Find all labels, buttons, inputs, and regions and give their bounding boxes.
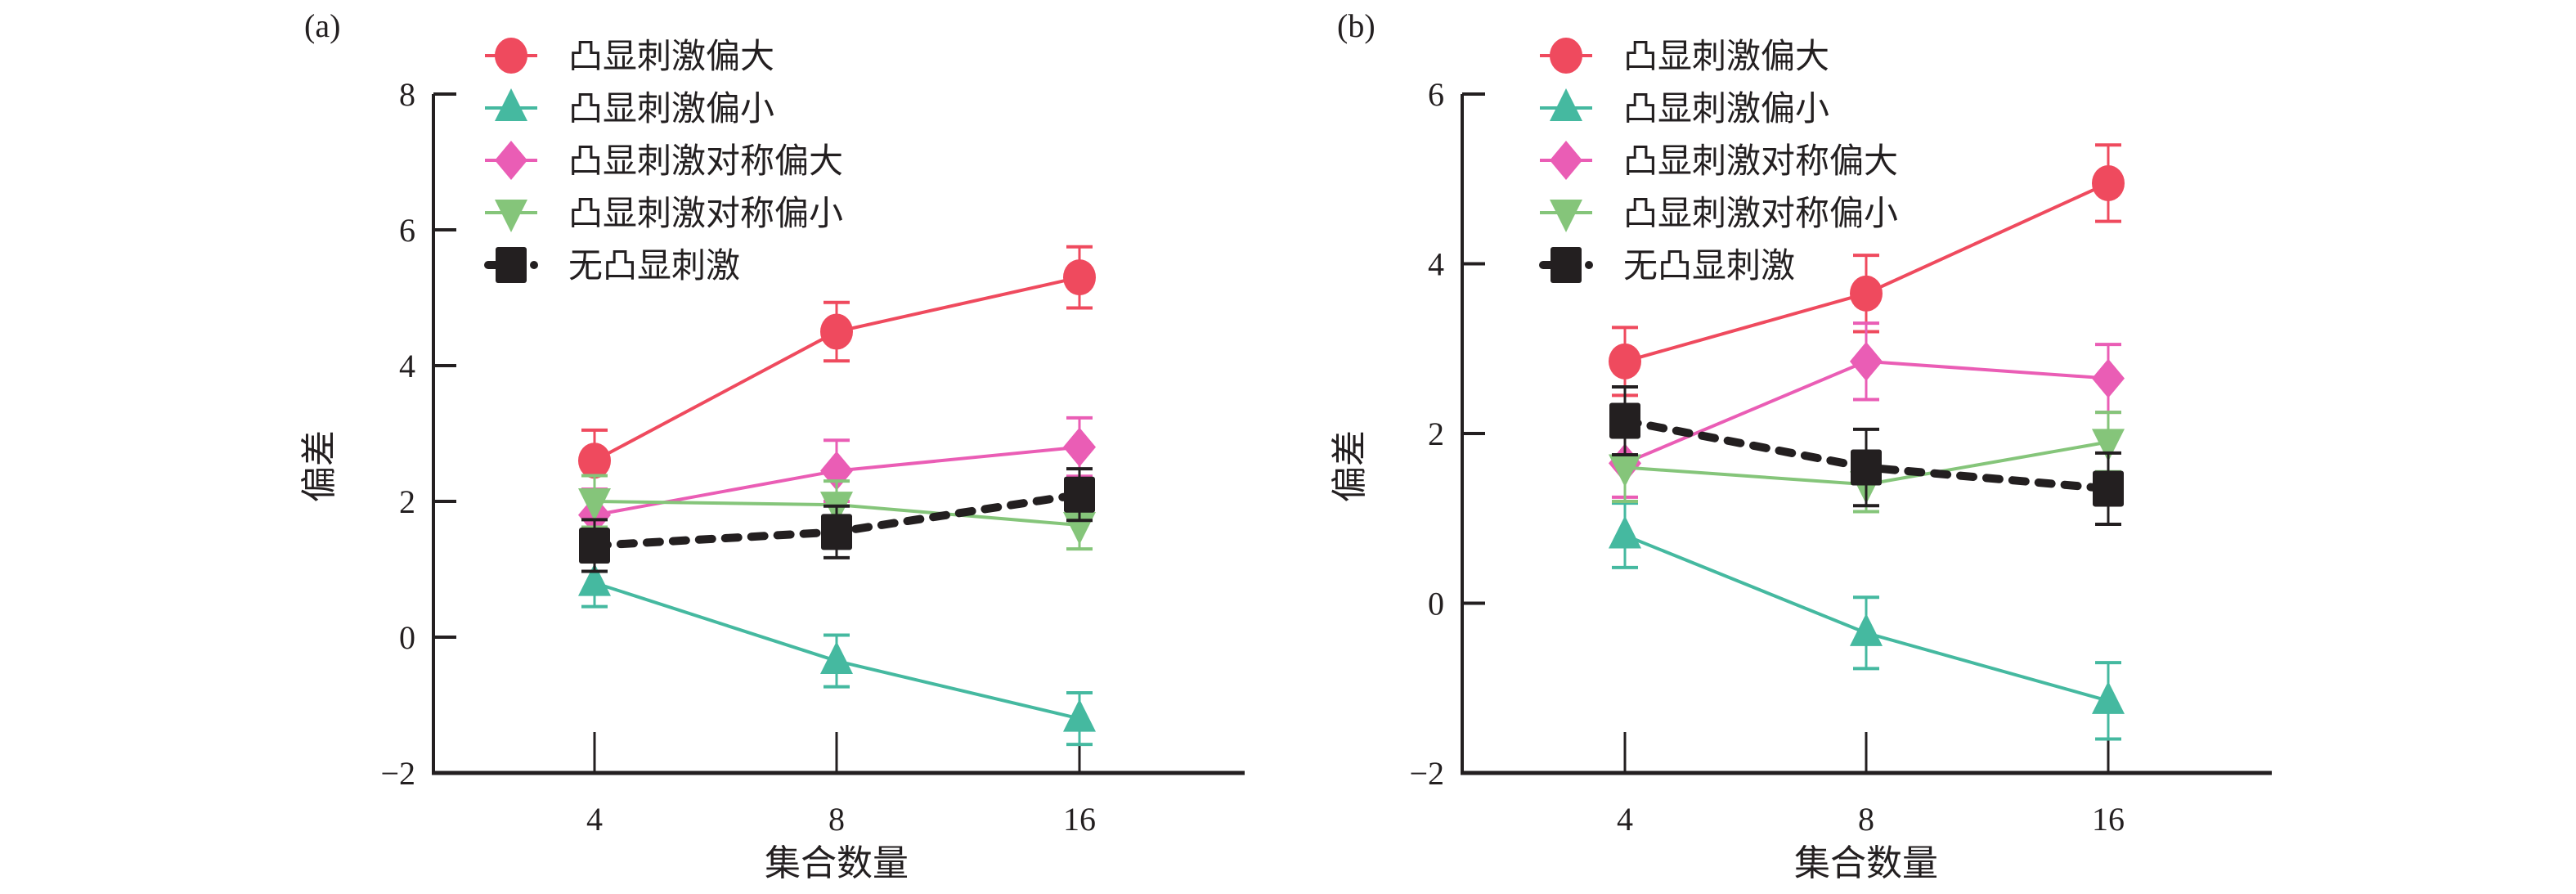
- data-point: [820, 641, 853, 675]
- legend-label: 凸显刺激对称偏小: [1623, 193, 1898, 233]
- legend-marker: [496, 247, 527, 283]
- y-tick-label: 0: [399, 619, 415, 656]
- series-1: [1609, 501, 2125, 741]
- data-point: [1609, 454, 1641, 487]
- legend-label: 凸显刺激偏小: [568, 88, 774, 128]
- legend-marker: [495, 200, 527, 232]
- data-point: [1064, 476, 1095, 513]
- panel-a: (a) −2 0 2 4 6 8 4 8 16 集合数量 偏差 凸显刺激偏大凸显刺激偏小凸显刺激对称偏大…: [298, 7, 1245, 884]
- legend-label: 凸显刺激对称偏大: [1623, 141, 1898, 181]
- data-point: [821, 514, 852, 550]
- x-tick-label: 4: [586, 801, 603, 838]
- x-tick-label: 8: [828, 801, 845, 838]
- y-axis-title: 偏差: [298, 430, 340, 502]
- legend-line: [1585, 261, 1593, 269]
- series-2: [1609, 321, 2125, 499]
- x-axis-title: 集合数量: [1794, 842, 1938, 884]
- x-tick-label: 16: [1063, 801, 1096, 838]
- data-point: [1063, 259, 1096, 296]
- legend-item: 凸显刺激对称偏小: [485, 193, 843, 233]
- y-axis-title: 偏差: [1329, 430, 1371, 502]
- data-point: [578, 563, 611, 596]
- legend-marker: [495, 141, 527, 180]
- legend-marker: [1550, 38, 1582, 74]
- series-4: [579, 467, 1095, 573]
- legend-item: 无凸显刺激: [484, 245, 740, 285]
- legend-item: 凸显刺激对称偏小: [1540, 193, 1898, 233]
- y-tick-label: 2: [399, 483, 415, 520]
- y-tick-label: 4: [1428, 246, 1444, 283]
- legend-item: 凸显刺激对称偏大: [485, 141, 843, 181]
- series-1: [578, 557, 1096, 747]
- y-tick-label: 8: [399, 76, 415, 113]
- y-tick-label: −2: [380, 755, 415, 792]
- x-axis-title: 集合数量: [765, 842, 909, 884]
- data-point: [1063, 427, 1096, 467]
- panel-label: (a): [304, 7, 340, 44]
- legend-item: 凸显刺激偏小: [1540, 88, 1829, 128]
- y-tick-label: 0: [1428, 586, 1444, 622]
- data-point: [2092, 358, 2125, 398]
- y-tick-label: 2: [1428, 416, 1444, 452]
- y-tick-label: 6: [1428, 76, 1444, 113]
- legend-marker: [495, 88, 527, 121]
- legend-item: 凸显刺激对称偏大: [1540, 141, 1898, 181]
- data-point: [1063, 699, 1096, 732]
- legend-marker: [495, 38, 527, 74]
- legend-item: 凸显刺激偏小: [485, 88, 774, 128]
- data-point: [1850, 275, 1883, 312]
- series-0: [1609, 143, 2125, 398]
- series-4: [1609, 384, 2124, 527]
- data-point: [2092, 429, 2125, 462]
- legend-item: 无凸显刺激: [1539, 245, 1795, 285]
- data-point: [1609, 343, 1641, 380]
- data-point: [1609, 515, 1641, 549]
- data-point: [578, 443, 611, 479]
- legend-label: 凸显刺激对称偏小: [568, 193, 843, 233]
- legend-label: 凸显刺激偏小: [1623, 88, 1829, 128]
- panel-label: (b): [1337, 7, 1376, 44]
- y-tick-label: 4: [399, 348, 415, 384]
- data-point: [1851, 449, 1882, 486]
- legend-item: 凸显刺激偏大: [1540, 36, 1829, 76]
- data-point: [2092, 681, 2125, 714]
- legend-label: 凸显刺激对称偏大: [568, 141, 843, 181]
- data-point: [579, 527, 610, 564]
- data-point: [1609, 402, 1640, 439]
- y-tick-label: 6: [399, 212, 415, 249]
- y-tick-label: −2: [1409, 755, 1444, 792]
- legend-marker: [1551, 247, 1582, 283]
- data-point: [2092, 164, 2125, 201]
- legend-marker: [1550, 200, 1582, 232]
- legend-item: 凸显刺激偏大: [485, 36, 774, 76]
- legend-label: 凸显刺激偏大: [568, 36, 774, 76]
- legend-marker: [1550, 141, 1582, 180]
- x-tick-label: 8: [1858, 801, 1874, 838]
- data-point: [2093, 470, 2124, 507]
- data-point: [578, 488, 611, 521]
- panel-b: (b) −2 0 2 4 6 4 8 16 集合数量 偏差 凸显刺激偏大凸显刺激偏小凸显刺激对称偏大凸…: [1329, 7, 2272, 884]
- x-tick-label: 16: [2092, 801, 2125, 838]
- data-point: [1850, 341, 1883, 381]
- data-point: [820, 313, 853, 350]
- legend-line: [530, 261, 538, 269]
- data-point: [1850, 613, 1883, 646]
- legend-label: 无凸显刺激: [568, 245, 740, 285]
- legend-marker: [1550, 88, 1582, 121]
- legend-label: 无凸显刺激: [1623, 245, 1795, 285]
- legend-label: 凸显刺激偏大: [1623, 36, 1829, 76]
- x-tick-label: 4: [1617, 801, 1633, 838]
